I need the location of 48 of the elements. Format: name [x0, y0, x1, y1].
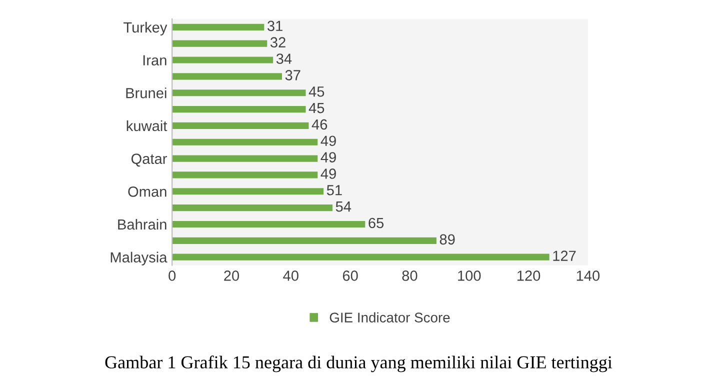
- bar: [172, 56, 274, 64]
- bar: [172, 188, 324, 195]
- x-tick-label: 60: [342, 270, 358, 281]
- data-label: 37: [285, 70, 300, 80]
- data-label: 127: [553, 250, 576, 261]
- data-label: 45: [308, 103, 324, 114]
- y-tick-label: Brunei: [126, 88, 166, 98]
- y-tick-label: Iran: [143, 55, 166, 66]
- bar: [172, 155, 318, 162]
- x-tick-label: 140: [576, 270, 600, 281]
- data-label: 65: [368, 218, 384, 228]
- data-label: 31: [267, 20, 282, 32]
- data-label: 49: [320, 136, 336, 146]
- x-tick-label: 120: [517, 270, 540, 281]
- data-label: 54: [336, 202, 352, 212]
- x-tick-label: 20: [224, 270, 240, 281]
- data-label: 89: [440, 234, 455, 245]
- bar: [172, 122, 309, 129]
- y-tick-label: Oman: [128, 186, 166, 197]
- bar: [172, 237, 436, 244]
- bar: [172, 40, 268, 47]
- bar: [172, 138, 318, 146]
- data-label: 32: [270, 37, 286, 48]
- y-tick-label: Qatar: [131, 154, 167, 167]
- bar: [172, 106, 306, 113]
- text: Gambar 1 Grafik 15 negara di dunia yang memiliki nilai GIE tertinggi: [105, 356, 612, 372]
- bar: [172, 254, 550, 260]
- bar: [172, 24, 264, 30]
- bar: [172, 172, 318, 178]
- data-label: 51: [326, 185, 342, 196]
- x-tick-label: 100: [458, 270, 481, 281]
- x-tick-label: 40: [283, 270, 298, 281]
- bar: [172, 204, 332, 212]
- data-label: 34: [276, 54, 292, 64]
- data-label: 46: [312, 119, 328, 130]
- bar: [172, 73, 282, 80]
- legend-label: GIE Indicator Score: [330, 312, 450, 322]
- data-label: 49: [320, 152, 336, 162]
- y-tick-label: Bahrain: [118, 218, 166, 230]
- y-tick-label: kuwait: [126, 120, 168, 132]
- x-tick-label: 80: [402, 270, 418, 281]
- x-tick-label: 0: [168, 270, 176, 281]
- y-tick-label: Malaysia: [110, 252, 168, 266]
- bar: [172, 220, 366, 228]
- data-label: 49: [320, 168, 336, 179]
- y-tick-label: Turkey: [124, 22, 168, 36]
- bar: [172, 90, 306, 96]
- data-label: 45: [308, 86, 324, 97]
